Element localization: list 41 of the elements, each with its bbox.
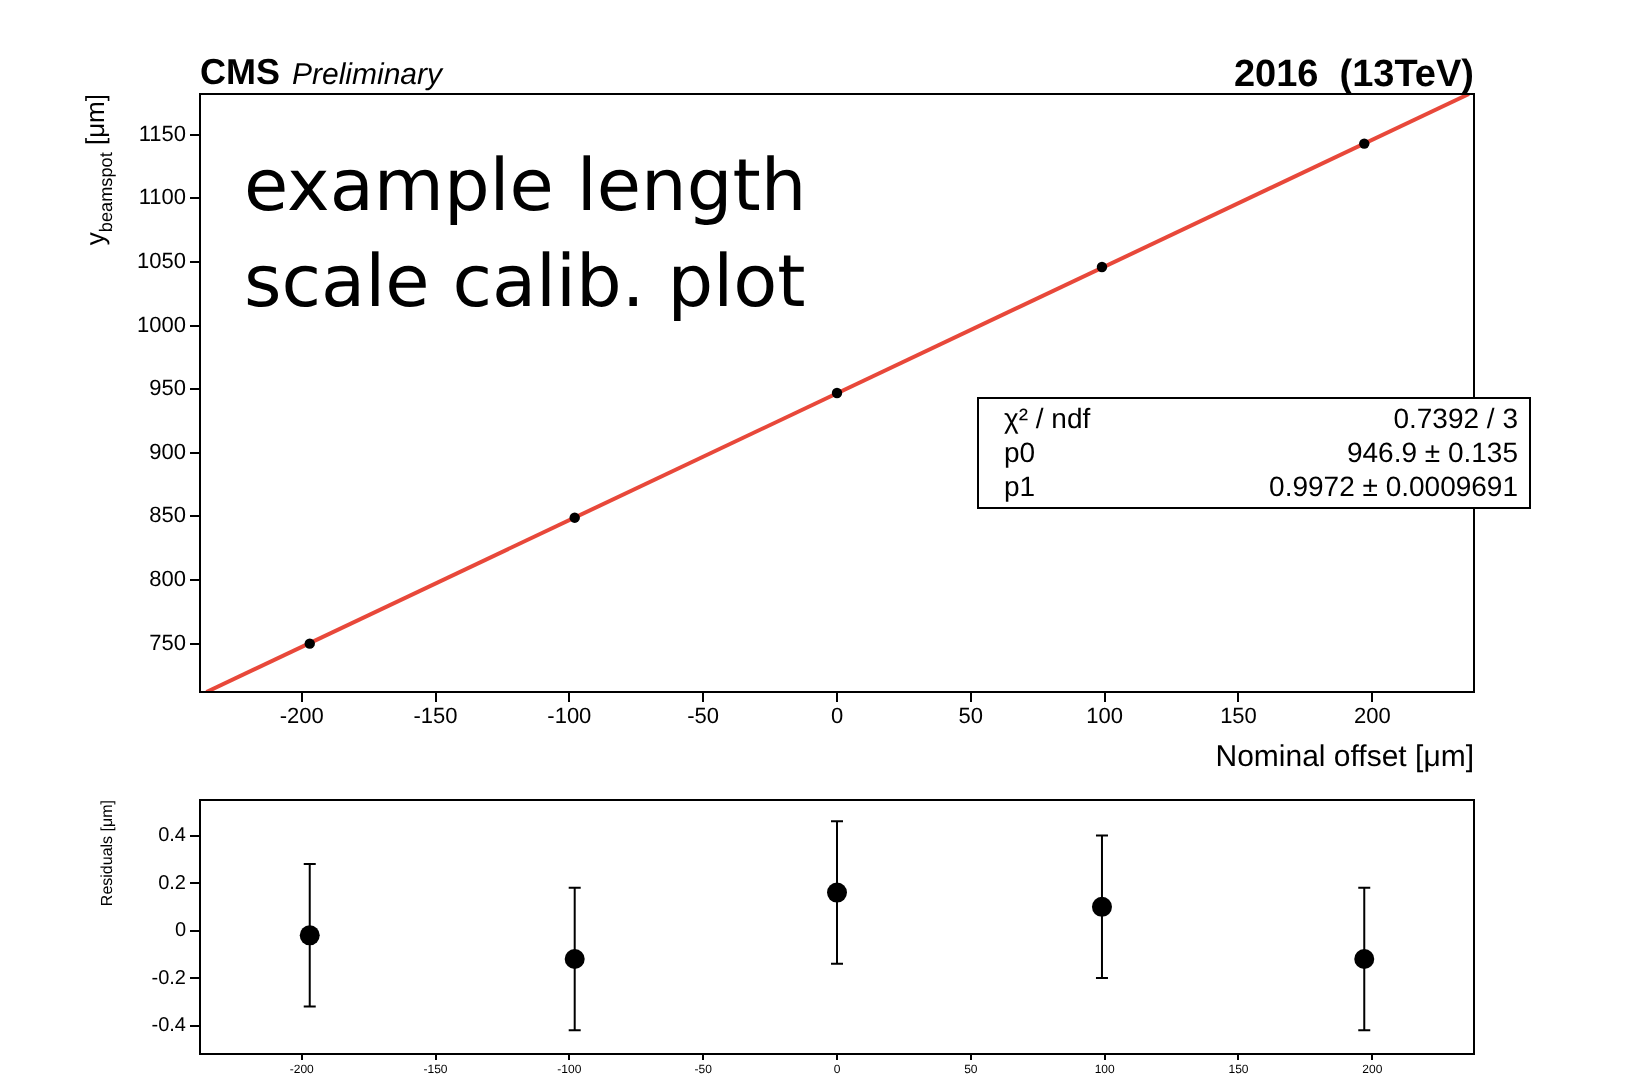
- annotation: 946.9 ± 0.135: [1346, 436, 1519, 468]
- annotation: 0.9972 ± 0.0009691: [1269, 470, 1519, 502]
- y-tick-label: 1100: [138, 186, 186, 211]
- annotation: example length scale calib. plot: [244, 146, 807, 324]
- point: [304, 638, 315, 649]
- y-tick-label: 1050: [137, 250, 186, 275]
- y-tick-label: 0: [174, 920, 187, 943]
- x-tick-label: 0: [830, 705, 844, 730]
- annotation: p0: [1004, 436, 1036, 468]
- x-tick-label: -200: [279, 705, 324, 730]
- annotation: 2016 (13TeV): [1233, 54, 1474, 96]
- x-tick-label: 100: [1086, 705, 1124, 730]
- y-axis-title: Residuals [μm]: [98, 799, 116, 907]
- point: [831, 387, 843, 399]
- x-tick-label: -150: [413, 705, 458, 730]
- x-tick-label: -100: [547, 705, 592, 730]
- y-tick-label: 0.4: [158, 825, 187, 848]
- annotation: 0.7392 / 3: [1393, 402, 1519, 434]
- y-tick-label: 1000: [137, 313, 186, 338]
- y-tick-label: -0.2: [151, 967, 187, 990]
- point: [1096, 261, 1108, 273]
- y-tick-label: -0.4: [151, 1015, 187, 1038]
- y-tick-label: 900: [149, 440, 186, 465]
- x-axis-title: Nominal offset [μm]: [1215, 740, 1474, 775]
- y-tick-label: 0.2: [158, 872, 187, 895]
- annotation: χ² / ndf: [1004, 402, 1091, 434]
- point: [1359, 138, 1370, 149]
- y-tick-label: 800: [149, 568, 186, 593]
- y-tick-label: 750: [149, 631, 186, 656]
- x-tick-label: -50: [687, 705, 720, 730]
- annotation: p1: [1004, 470, 1036, 502]
- text: CMS: [200, 52, 280, 92]
- x-tick-label: 50: [958, 705, 984, 730]
- y-tick-label: 1150: [138, 122, 186, 147]
- text: Preliminary: [292, 58, 446, 92]
- y-axis-title: ybeamspot [μm]: [80, 94, 116, 246]
- point: [569, 512, 580, 523]
- y-tick-label: 950: [149, 377, 186, 402]
- x-tick-label: 200: [1353, 705, 1391, 730]
- x-tick-label: 150: [1220, 705, 1257, 730]
- y-tick-label: 850: [149, 504, 186, 529]
